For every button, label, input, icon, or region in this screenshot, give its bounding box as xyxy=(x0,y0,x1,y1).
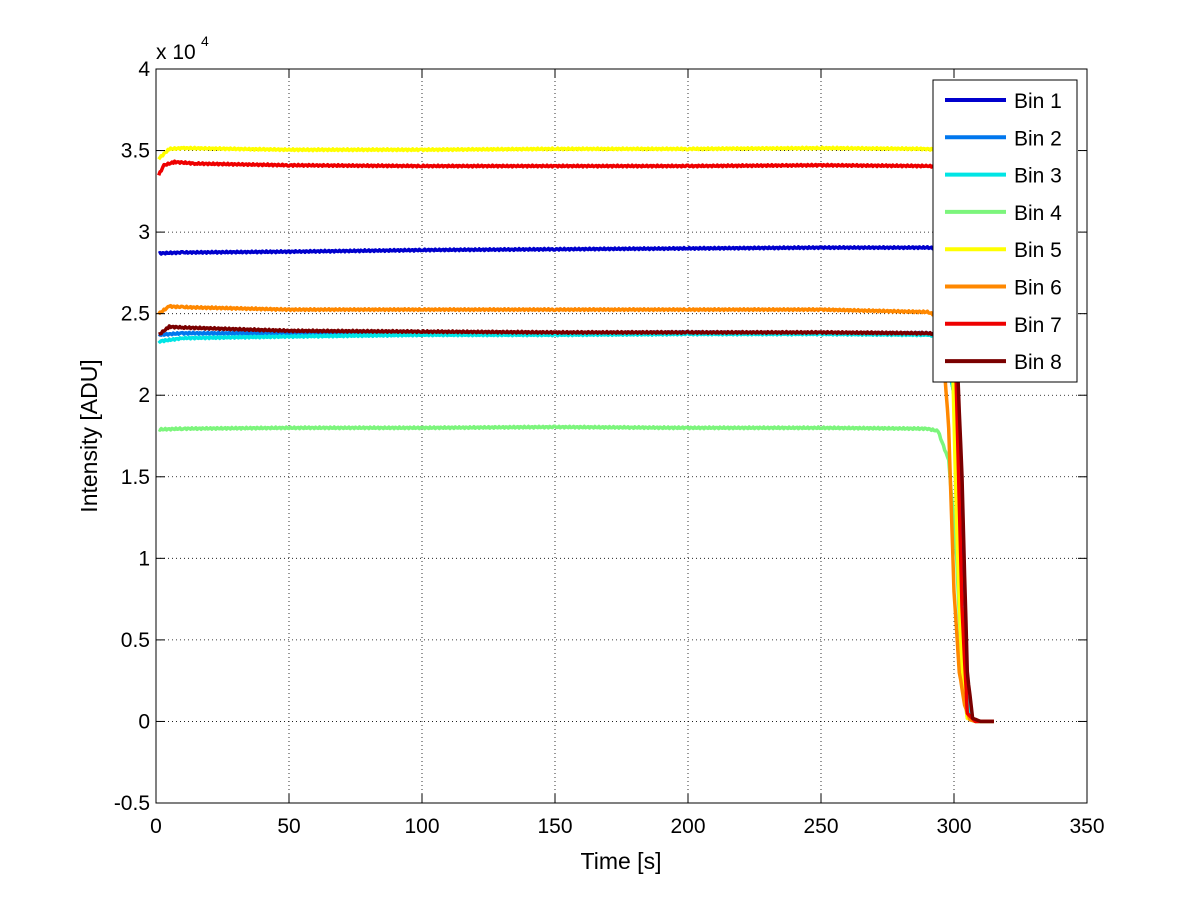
y-tick-label: 3 xyxy=(138,221,150,244)
legend-label-bin-4: Bin 4 xyxy=(1014,202,1062,225)
x-tick-label: 100 xyxy=(404,815,439,838)
legend-label-bin-5: Bin 5 xyxy=(1014,239,1062,262)
y-tick-label: 1.5 xyxy=(121,466,150,489)
series-line-bin-4 xyxy=(157,424,995,724)
legend-label-bin-1: Bin 1 xyxy=(1014,90,1062,113)
x-tick-label: 350 xyxy=(1069,815,1104,838)
legend-label-bin-2: Bin 2 xyxy=(1014,127,1062,150)
x-tick-label: 0 xyxy=(150,815,162,838)
series-line-bin-8 xyxy=(158,324,995,724)
x-axis-label: Time [s] xyxy=(581,848,662,874)
x-tick-label: 200 xyxy=(670,815,705,838)
y-exponent: 4 xyxy=(201,33,209,49)
x-tick-label: 150 xyxy=(537,815,572,838)
plot-area xyxy=(156,69,1087,803)
series-line-bin-7 xyxy=(157,159,995,724)
y-tick-label: 1 xyxy=(138,547,150,570)
legend-label-bin-3: Bin 3 xyxy=(1014,165,1062,188)
series-line-bin-1 xyxy=(157,245,995,724)
x-tick-label: 250 xyxy=(803,815,838,838)
x-tick-label: 50 xyxy=(277,815,300,838)
y-tick-label: 3.5 xyxy=(121,140,150,163)
y-tick-label: 2.5 xyxy=(121,303,150,326)
x-tick-label: 300 xyxy=(936,815,971,838)
y-tick-label: 2 xyxy=(138,384,150,407)
y-tick-label: -0.5 xyxy=(114,792,150,815)
legend-box xyxy=(932,79,1078,383)
legend: Bin 1 Bin 2 Bin 3 Bin 4 Bin 5 Bin 6 Bin 7 Bin 8 xyxy=(932,79,1078,383)
legend-label-bin-6: Bin 6 xyxy=(1014,277,1062,300)
plot-frame xyxy=(155,68,1088,804)
series-line-bin-5 xyxy=(157,145,995,724)
series-layer xyxy=(157,145,995,724)
y-tick-label: 4 xyxy=(138,58,150,81)
axis-ticks xyxy=(155,68,1088,804)
y-tick-label: 0.5 xyxy=(121,629,150,652)
legend-label-bin-7: Bin 7 xyxy=(1014,314,1062,337)
y-tick-label: 0 xyxy=(138,710,150,733)
legend-label-bin-8: Bin 8 xyxy=(1014,351,1062,374)
series-line-bin-6 xyxy=(157,303,995,724)
x-tick-labels: 0 50 100 150 200 250 300 350 xyxy=(150,815,1104,838)
y-tick-labels: -0.5 0 0.5 1 1.5 2 2.5 3 3.5 4 xyxy=(114,58,151,815)
y-exponent-label: x 10 xyxy=(156,41,196,64)
y-axis-label: Intensity [ADU] xyxy=(76,359,102,512)
